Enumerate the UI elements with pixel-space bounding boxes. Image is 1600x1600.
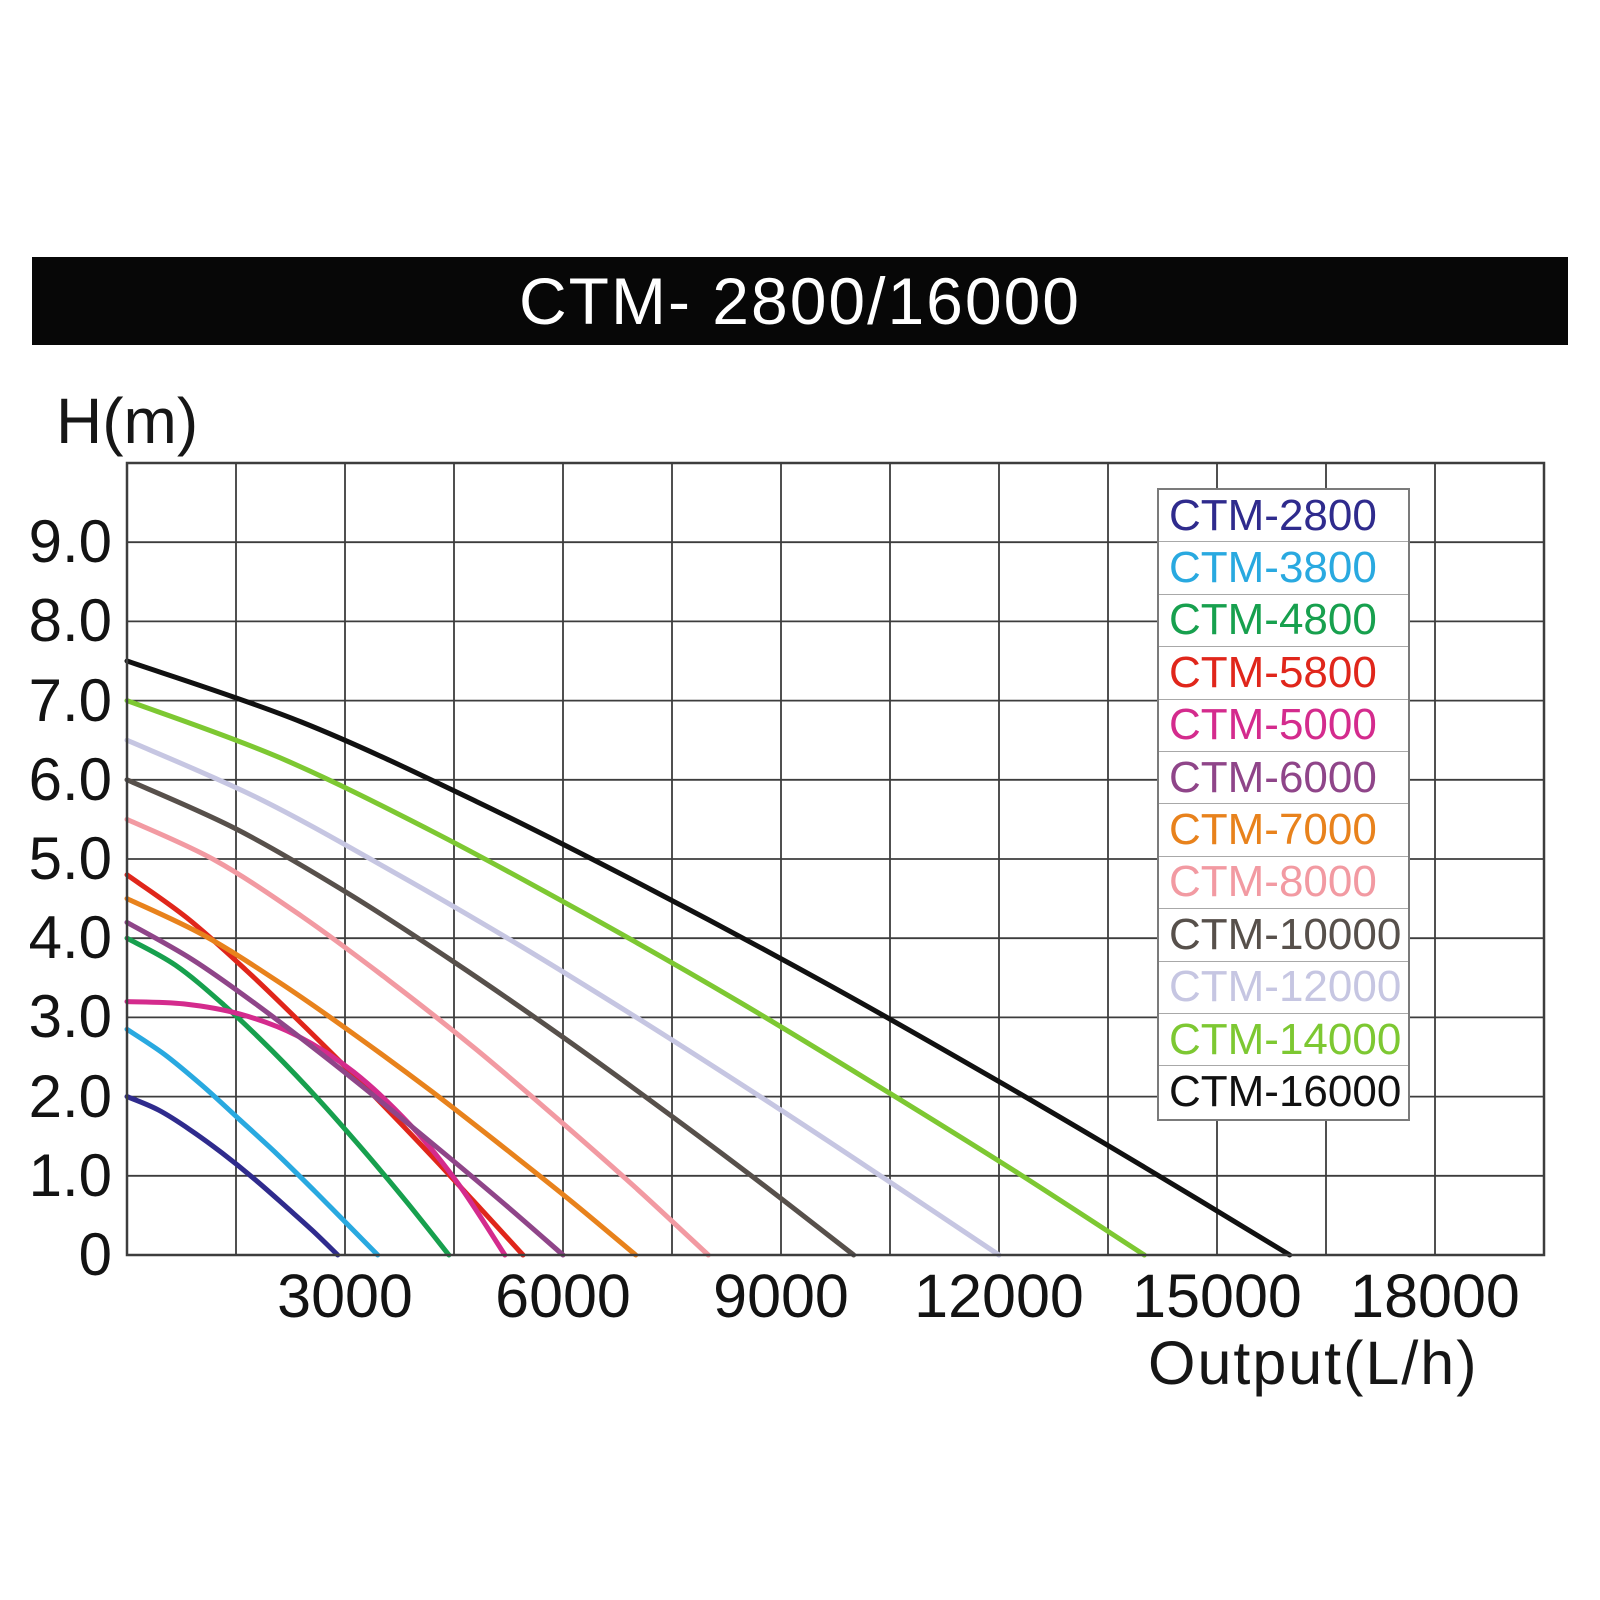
legend-item-ctm-14000: CTM-14000 <box>1159 1014 1408 1067</box>
legend-item-ctm-2800: CTM-2800 <box>1159 490 1408 543</box>
x-tick-label: 18000 <box>1350 1262 1520 1330</box>
curve-ctm-2800 <box>124 1094 341 1258</box>
y-tick-label: 4.0 <box>28 904 112 972</box>
plot-border <box>125 461 1546 1257</box>
y-tick-label: 3.0 <box>28 983 112 1051</box>
legend-item-ctm-10000: CTM-10000 <box>1159 909 1408 962</box>
x-tick-label: 3000 <box>277 1262 413 1330</box>
legend-item-ctm-3800: CTM-3800 <box>1159 542 1408 595</box>
y-tick-label: 1.0 <box>28 1141 112 1209</box>
legend-item-ctm-8000: CTM-8000 <box>1159 857 1408 910</box>
y-tick-label: 0 <box>78 1221 112 1288</box>
x-axis-title: Output(L/h) <box>1148 1329 1479 1397</box>
curve-ctm-4800 <box>124 935 452 1258</box>
legend: CTM-2800 CTM-3800 CTM-4800 CTM-5800 CTM-5000… <box>1157 488 1410 1121</box>
x-tick-label: 15000 <box>1132 1262 1302 1330</box>
chart-title: CTM- 2800/16000 <box>519 264 1081 338</box>
y-tick-label: 5.0 <box>28 825 112 892</box>
x-tick-label: 12000 <box>914 1262 1084 1330</box>
legend-item-ctm-6000: CTM-6000 <box>1159 752 1408 805</box>
y-tick-label: 2.0 <box>28 1062 112 1130</box>
legend-item-ctm-7000: CTM-7000 <box>1159 804 1408 857</box>
curve-ctm-8000 <box>124 816 711 1258</box>
x-tick-label: 6000 <box>495 1262 631 1330</box>
legend-item-ctm-4800: CTM-4800 <box>1159 595 1408 648</box>
y-tick-label: 9.0 <box>28 508 112 576</box>
y-axis-title: H(m) <box>56 385 199 457</box>
curve-ctm-16000 <box>124 658 1293 1258</box>
title-banner: CTM- 2800/16000 <box>32 257 1568 345</box>
curve-ctm-5000 <box>124 999 508 1258</box>
curve-ctm-3800 <box>124 1026 381 1258</box>
legend-item-ctm-12000: CTM-12000 <box>1159 962 1408 1014</box>
x-tick-label: 9000 <box>713 1262 849 1330</box>
curve-ctm-7000 <box>124 896 639 1258</box>
curve-ctm-6000 <box>124 919 566 1258</box>
y-tick-label: 7.0 <box>28 666 112 734</box>
legend-item-ctm-5000: CTM-5000 <box>1159 700 1408 752</box>
pump-curves <box>124 658 1293 1258</box>
curve-ctm-12000 <box>124 737 1002 1258</box>
y-tick-label: 6.0 <box>28 745 112 813</box>
legend-item-ctm-5800: CTM-5800 <box>1159 647 1408 700</box>
legend-item-ctm-16000: CTM-16000 <box>1169 1067 1402 1117</box>
curve-ctm-10000 <box>124 777 857 1258</box>
curve-ctm-14000 <box>124 698 1147 1258</box>
y-tick-label: 8.0 <box>28 587 112 655</box>
